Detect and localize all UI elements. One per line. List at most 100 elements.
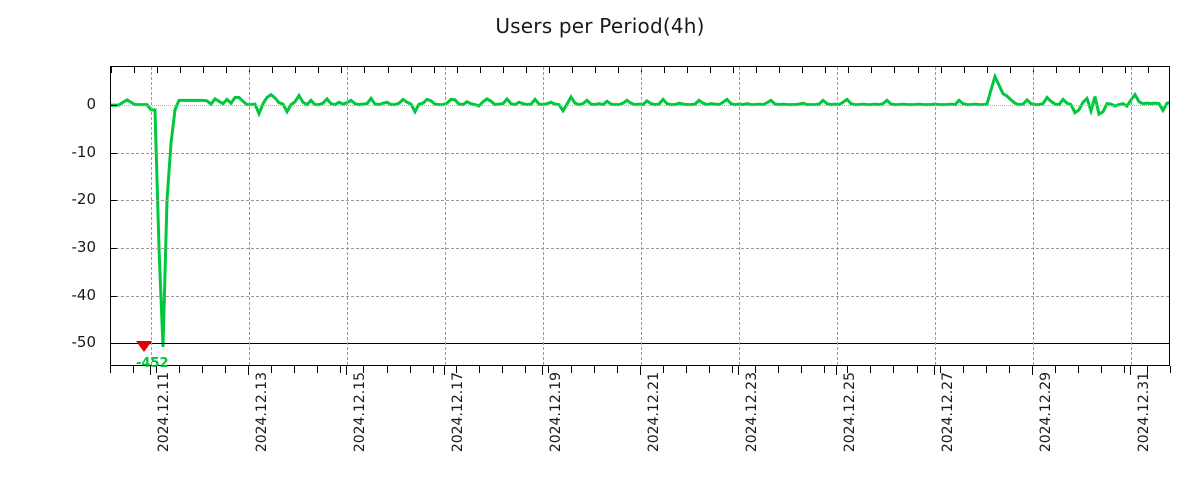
x-tick-mark-minor (778, 366, 780, 373)
x-tick-mark-top (364, 67, 366, 73)
x-tick-mark-top (940, 67, 942, 73)
gridline-zero (111, 105, 1169, 107)
x-tick-mark-top (1078, 67, 1080, 73)
x-tick-mark-top (548, 67, 550, 73)
x-tick-mark-top (318, 67, 320, 73)
x-tick-mark-minor (340, 366, 342, 373)
gridline-vertical (542, 67, 544, 365)
x-tick-mark-minor (870, 366, 872, 373)
x-tick-label: 2024.12.29 (1037, 372, 1054, 453)
x-tick-mark-top (1147, 67, 1149, 73)
x-tick-mark-minor (824, 366, 826, 373)
gridline-horizontal (111, 295, 1169, 297)
x-tick-mark-minor (593, 366, 595, 373)
y-tick-mark (111, 152, 117, 154)
x-tick-mark-top (525, 67, 527, 73)
x-tick-mark-top (687, 67, 689, 73)
x-tick-mark-minor (801, 366, 803, 373)
plot-area (110, 66, 1170, 366)
x-tick-mark-top (756, 67, 758, 73)
x-tick-mark-minor (686, 366, 688, 373)
x-tick-mark-major (541, 366, 543, 375)
y-tick-mark (111, 247, 117, 249)
x-tick-mark-minor (156, 366, 158, 373)
x-tick-label: 2024.12.25 (841, 372, 858, 453)
y-tick-label: 0 (86, 95, 96, 114)
x-tick-mark-minor (1054, 366, 1056, 373)
x-tick-mark-top (779, 67, 781, 73)
x-tick-mark-minor (755, 366, 757, 373)
x-tick-mark-top (710, 67, 712, 73)
gridline-vertical (836, 67, 838, 365)
x-tick-mark-minor (1077, 366, 1079, 373)
x-tick-mark-top (387, 67, 389, 73)
gridline-vertical (641, 67, 642, 365)
gridline-vertical (739, 67, 741, 365)
gridline-horizontal (111, 200, 1169, 202)
x-tick-mark-top (825, 67, 827, 73)
x-tick-mark-minor (271, 366, 273, 373)
x-tick-mark-top (111, 67, 112, 73)
x-tick-mark-top (617, 67, 619, 73)
x-tick-label: 2024.12.27 (940, 372, 957, 453)
x-tick-mark-major (640, 366, 641, 375)
x-tick-mark-top (1101, 67, 1103, 73)
x-tick-mark-top (664, 67, 666, 73)
x-tick-mark-minor (1100, 366, 1102, 373)
x-tick-mark-top (341, 67, 343, 73)
x-tick-label: 2024.12.19 (547, 372, 564, 453)
x-tick-mark-minor (524, 366, 526, 373)
x-tick-mark-top (226, 67, 228, 73)
x-tick-mark-minor (478, 366, 480, 373)
gridline-vertical (1032, 67, 1034, 365)
x-tick-mark-top (502, 67, 504, 73)
gridline-vertical (150, 67, 152, 365)
gridline-vertical (346, 67, 348, 365)
x-tick-mark-minor (1008, 366, 1010, 373)
y-tick-label: -30 (71, 237, 97, 256)
x-tick-mark-major (934, 366, 936, 375)
x-tick-mark-top (986, 67, 988, 73)
x-tick-mark-major (1031, 366, 1033, 375)
chart-title: Users per Period(4h) (495, 14, 705, 38)
x-tick-mark-minor (501, 366, 503, 373)
x-tick-mark-major (345, 366, 347, 375)
x-tick-mark-top (272, 67, 274, 73)
x-tick-mark-top (157, 67, 159, 73)
x-tick-label: 2024.12.21 (646, 372, 662, 453)
x-tick-mark-major (835, 366, 837, 375)
x-tick-mark-top (848, 67, 850, 73)
y-tick-mark (111, 295, 117, 297)
x-tick-mark-minor (962, 366, 964, 373)
x-tick-mark-minor (1123, 366, 1125, 373)
x-tick-mark-major (1130, 366, 1132, 375)
x-tick-mark-major (444, 366, 445, 375)
x-tick-mark-minor (985, 366, 987, 373)
gridline-vertical (1131, 67, 1133, 365)
x-tick-label: 2024.12.23 (744, 372, 761, 453)
x-tick-mark-minor (363, 366, 365, 373)
gridline-vertical (249, 67, 250, 365)
x-tick-mark-minor (1146, 366, 1148, 373)
x-tick-mark-minor (110, 366, 111, 373)
x-tick-mark-top (180, 67, 182, 73)
y-tick-mark (111, 105, 117, 107)
x-tick-mark-top (733, 67, 735, 73)
x-tick-mark-minor (317, 366, 319, 373)
x-tick-mark-top (433, 67, 435, 73)
x-tick-mark-minor (179, 366, 181, 373)
gridline-vertical (935, 67, 937, 365)
x-tick-mark-top (802, 67, 804, 73)
clipped-value-marker (136, 341, 153, 352)
x-tick-mark-minor (409, 366, 411, 373)
x-tick-mark-top (594, 67, 596, 73)
x-tick-mark-top (295, 67, 297, 73)
x-tick-label: 2024.12.31 (1136, 372, 1153, 453)
x-tick-mark-minor (709, 366, 711, 373)
x-tick-label: 2024.12.17 (450, 372, 466, 453)
x-tick-mark-minor (732, 366, 734, 373)
x-tick-mark-minor (133, 366, 135, 373)
x-tick-mark-top (203, 67, 205, 73)
x-tick-mark-top (871, 67, 873, 73)
x-tick-mark-top (917, 67, 919, 73)
